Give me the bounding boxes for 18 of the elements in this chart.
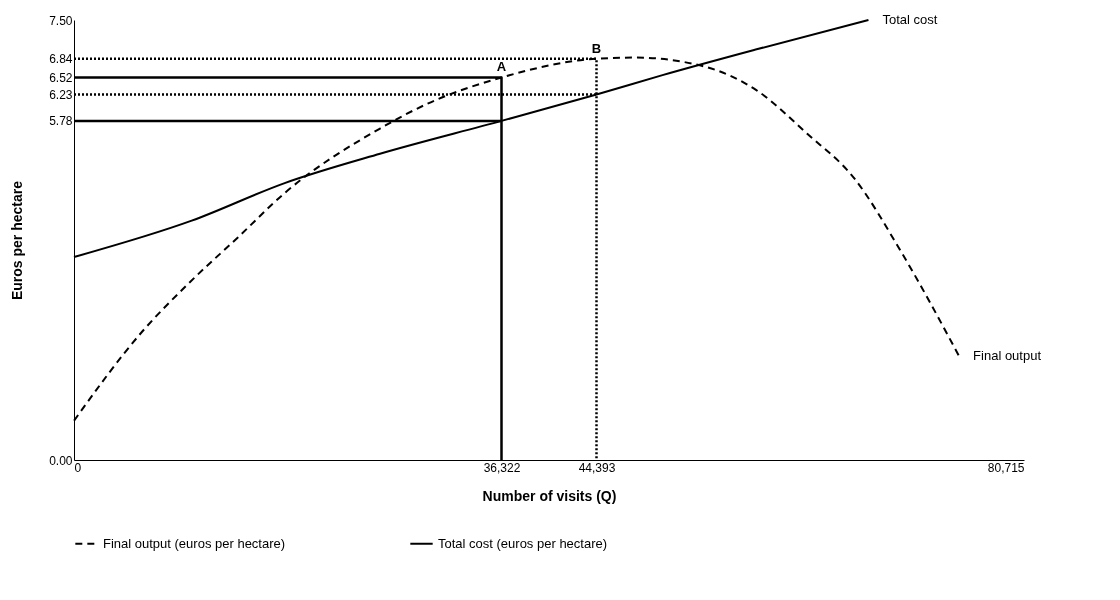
annotation: B [591, 40, 602, 56]
annotation: A [496, 59, 507, 75]
y-tick-label: 5.78 [49, 114, 73, 129]
x-tick-label: 36,322 [483, 460, 521, 475]
annotation: Total cost [882, 12, 938, 27]
y-axis-title: Euros per hectare [9, 180, 26, 301]
x-tick-label: 0 [74, 460, 82, 475]
x-tick-label: 44,393 [578, 460, 616, 475]
y-tick-label: 6.23 [49, 88, 73, 103]
x-axis-title: Number of visits (Q) [482, 487, 617, 504]
y-tick-label: 6.52 [49, 70, 73, 85]
x-tick-label: 80,715 [987, 460, 1025, 475]
y-tick-label: 0.00 [49, 453, 73, 468]
y-tick-label: 6.84 [49, 52, 73, 67]
y-tick-label: 7.50 [49, 13, 73, 28]
legend-label: Final output (euros per hectare) [103, 535, 286, 551]
annotation: Final output [973, 348, 1042, 364]
legend-label: Total cost (euros per hectare) [438, 535, 608, 551]
